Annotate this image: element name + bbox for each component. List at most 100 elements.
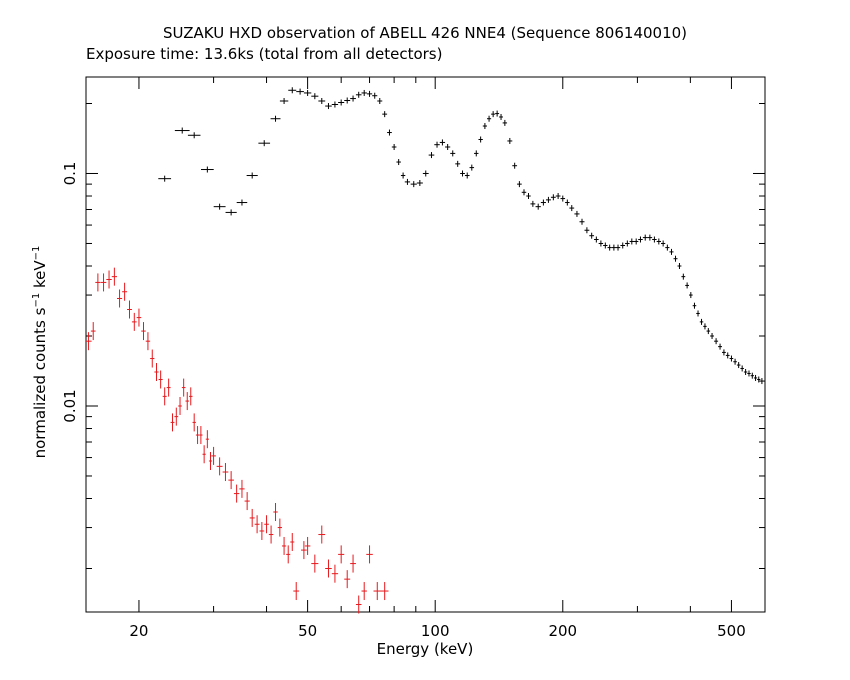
data-point [574,210,580,217]
data-point [318,97,326,104]
data-point [652,236,657,243]
data-point [502,119,508,126]
data-point [439,139,446,146]
data-point [277,518,282,537]
data-point [699,318,704,325]
data-point [495,110,500,117]
data-point [350,554,356,573]
data-point [499,113,503,120]
data-point [281,536,287,555]
data-point [634,238,639,245]
data-point [325,103,332,110]
data-point [722,349,726,356]
data-point [607,244,612,251]
data-point [290,533,295,552]
data-point [202,445,206,464]
data-point [200,166,214,173]
data-point [706,328,711,335]
data-point [661,240,666,247]
data-point [189,387,193,406]
y-axis-label-main: normalized counts s [31,307,49,458]
data-point [311,93,319,100]
data-point [355,595,362,614]
data-point [304,536,311,555]
data-point [225,209,237,216]
data-point [677,263,682,270]
data-point [268,525,274,544]
data-point [507,137,513,144]
data-point [318,525,326,544]
data-point [611,244,616,251]
data-series [85,87,765,614]
data-point [293,582,300,601]
data-point [620,242,626,249]
data-point [540,199,546,206]
x-tick-label: 20 [129,622,148,640]
data-point [391,143,397,150]
data-point [100,273,107,292]
data-point [759,378,765,385]
data-point [372,92,378,99]
data-point [355,91,362,98]
y-axis-label: normalized counts s−1 keV−1 [31,246,49,459]
data-point [361,89,367,96]
data-point [530,200,536,207]
data-point [460,170,465,177]
data-point [233,484,240,503]
data-point [145,332,151,351]
data-point [526,193,531,200]
axis-tick-labels: 20 50 100 200 500 0.01 0.1 [61,162,746,640]
data-point [455,160,461,167]
data-point [366,545,373,564]
x-tick-label: 50 [298,622,317,640]
data-point [195,426,200,445]
data-point [517,181,522,188]
data-point [736,362,741,369]
data-point [589,232,595,239]
data-point [696,310,700,317]
data-point [410,181,417,188]
data-point [331,101,339,108]
data-point [753,374,758,381]
data-point [718,343,723,350]
data-point [236,199,248,206]
data-point [740,365,744,372]
data-point [710,332,714,339]
data-point [598,240,604,247]
x-tick-label: 200 [548,622,577,640]
data-point [512,162,518,169]
data-point [162,387,167,406]
plot-frame [85,76,766,613]
data-point [111,267,118,286]
data-point [603,242,608,249]
data-point [338,545,345,564]
data-point [106,270,112,289]
data-point [174,127,190,134]
data-point [750,372,754,379]
data-point [222,463,229,482]
data-point [615,244,621,251]
y-tick-label: 0.1 [61,162,79,186]
data-point [192,413,196,432]
data-point [733,358,737,365]
data-point [555,193,561,200]
data-point [714,338,719,345]
data-point [747,370,751,377]
data-point [213,203,226,210]
data-point [279,97,289,104]
data-point [228,471,234,490]
data-point [647,234,653,241]
series-2 [85,267,389,614]
data-point [400,172,406,179]
data-point [288,87,297,94]
data-point [625,240,630,247]
data-point [550,194,556,201]
x-axis-label: Energy (keV) [377,640,474,658]
data-point [428,152,435,159]
data-point [158,370,163,389]
data-point [136,308,142,327]
data-point [239,479,245,498]
data-point [584,227,590,234]
data-point [478,136,483,143]
data-point [366,90,373,97]
